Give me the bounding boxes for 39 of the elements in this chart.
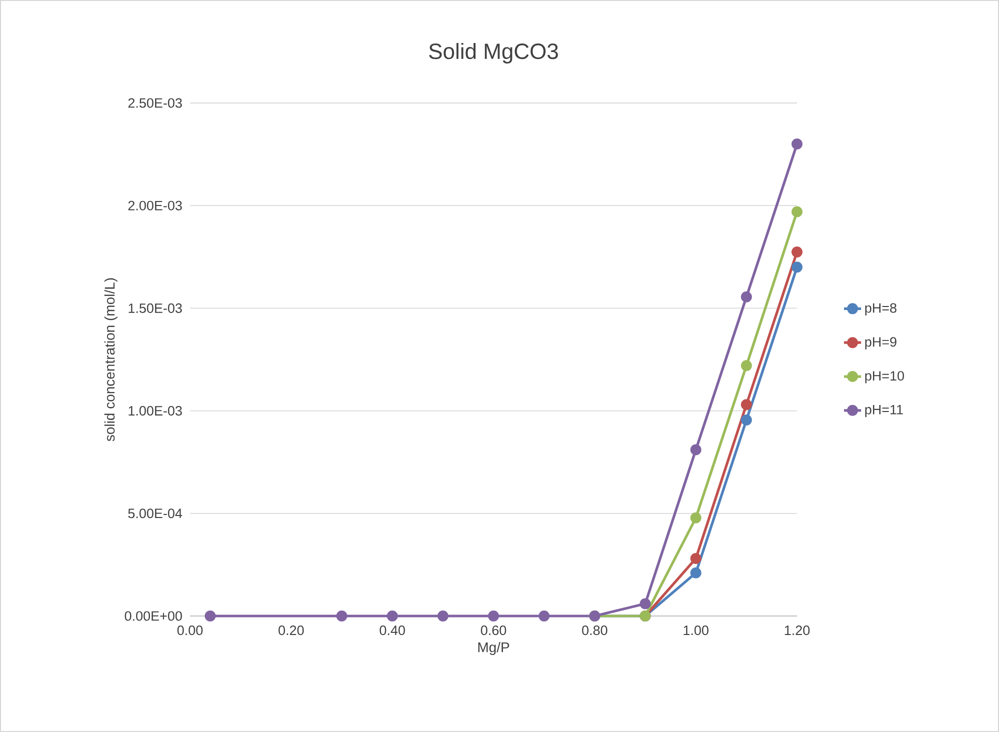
- y-axis-title: solid concentration (mol/L): [104, 278, 118, 442]
- y-tick-label: 2.00E-03: [128, 200, 182, 210]
- x-tick-label: 0.60: [480, 626, 506, 636]
- y-tick-label: 0.00E+00: [124, 611, 182, 621]
- chart-title: Solid MgCO3: [429, 42, 558, 64]
- legend-label: pH=11: [865, 405, 903, 418]
- point: [640, 598, 651, 610]
- y-tick-label: 5.00E-04: [128, 508, 182, 518]
- x-tick-label: 1.20: [784, 626, 810, 636]
- point: [740, 414, 752, 426]
- point: [792, 206, 803, 218]
- point: [690, 444, 702, 456]
- point: [740, 360, 752, 372]
- legend-label: pH=8: [865, 303, 896, 316]
- point: [740, 399, 752, 410]
- point: [690, 553, 702, 564]
- point: [204, 610, 216, 622]
- x-tick-label: 0.20: [278, 626, 304, 636]
- point: [792, 262, 803, 273]
- y-tick-label: 2.50E-03: [128, 98, 182, 108]
- point: [792, 246, 803, 258]
- x-tick-label: 0.00: [177, 626, 203, 636]
- point: [690, 567, 702, 578]
- point: [792, 138, 803, 150]
- x-tick-label: 0.40: [380, 626, 405, 636]
- point: [386, 610, 398, 622]
- legend-label: pH=9: [865, 337, 896, 350]
- point: [740, 291, 752, 302]
- point: [690, 512, 702, 524]
- legend-label: pH=10: [865, 371, 904, 384]
- y-tick-label: 1.00E-03: [128, 406, 182, 416]
- point: [538, 610, 550, 622]
- x-tick-label: 1.00: [684, 626, 708, 636]
- x-tick-label: 0.80: [582, 626, 608, 636]
- point: [437, 610, 448, 622]
- point: [488, 610, 499, 622]
- x-axis-title: Mg/P: [478, 642, 510, 656]
- y-tick-label: 1.50E-03: [128, 303, 182, 313]
- point: [336, 610, 348, 622]
